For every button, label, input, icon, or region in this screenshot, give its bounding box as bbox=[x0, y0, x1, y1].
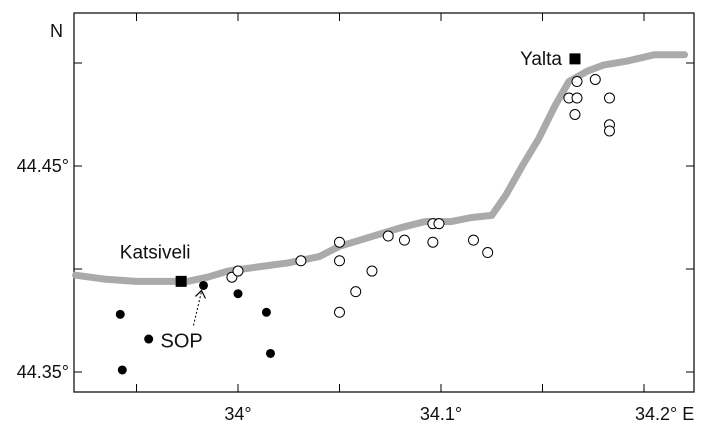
lon-tick-label: 34.2° E bbox=[635, 404, 694, 424]
sop-arrow bbox=[193, 291, 202, 326]
lon-tick-label: 34° bbox=[224, 404, 251, 424]
open-station-marker bbox=[382, 230, 394, 242]
filled-station-marker bbox=[261, 307, 271, 317]
north-label: N bbox=[50, 21, 63, 41]
open-station-marker bbox=[427, 236, 439, 248]
lat-tick-label: 44.45° bbox=[17, 156, 69, 176]
katsiveli-town-marker bbox=[175, 275, 187, 287]
plot-border bbox=[73, 12, 695, 393]
filled-station-marker bbox=[115, 309, 125, 319]
filled-station-marker bbox=[144, 334, 154, 344]
open-station-marker bbox=[433, 218, 445, 230]
filled-station-marker bbox=[265, 348, 275, 358]
yalta-town-marker bbox=[569, 53, 581, 65]
open-station-marker bbox=[334, 236, 345, 248]
open-station-marker bbox=[571, 76, 583, 88]
open-station-marker bbox=[589, 73, 601, 85]
axis-ticks bbox=[74, 13, 694, 392]
open-station-marker bbox=[232, 265, 244, 277]
axis-labels: N 44.45° 44.35° 34° 34.1° 34.2° E bbox=[17, 21, 695, 424]
sop-arrow-head bbox=[195, 289, 207, 299]
open-station-marker bbox=[334, 306, 345, 318]
open-station-marker bbox=[366, 265, 378, 277]
open-station-marker bbox=[571, 92, 583, 104]
open-station-marker bbox=[295, 255, 307, 267]
yalta-label: Yalta bbox=[520, 49, 562, 70]
open-station-marker bbox=[603, 92, 615, 104]
filled-station-marker bbox=[233, 289, 243, 299]
open-station-marker bbox=[467, 234, 479, 246]
open-station-marker bbox=[603, 125, 615, 137]
filled-stations bbox=[115, 280, 275, 375]
sop-label: SOP bbox=[160, 330, 202, 352]
sop-annotation: SOP bbox=[160, 289, 207, 352]
open-station-marker bbox=[334, 255, 345, 267]
open-station-marker bbox=[350, 286, 362, 298]
lon-tick-label: 34.1° bbox=[420, 404, 462, 424]
filled-station-marker bbox=[117, 365, 127, 375]
sop-station-marker bbox=[198, 280, 208, 290]
open-station-marker bbox=[569, 109, 581, 120]
open-stations bbox=[226, 73, 615, 318]
open-station-marker bbox=[398, 234, 410, 246]
towns: Katsiveli Yalta bbox=[120, 49, 581, 287]
lat-tick-label: 44.35° bbox=[17, 362, 69, 382]
katsiveli-label: Katsiveli bbox=[120, 242, 191, 263]
open-station-marker bbox=[482, 247, 494, 259]
coastline bbox=[72, 51, 689, 285]
map-frame bbox=[73, 12, 695, 393]
